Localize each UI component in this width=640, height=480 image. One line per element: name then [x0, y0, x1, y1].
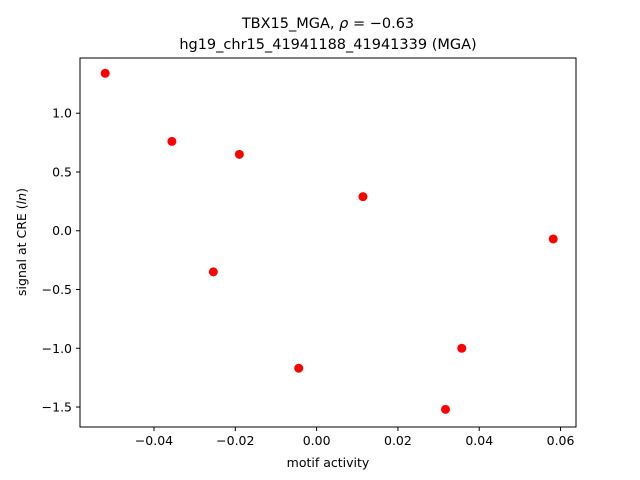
data-point [440, 404, 450, 414]
x-axis-label: motif activity [287, 455, 370, 470]
y-tick-label: −0.5 [42, 282, 72, 297]
y-label-close: ) [14, 188, 29, 193]
y-tick-label: 0.0 [52, 223, 72, 238]
data-point [548, 234, 558, 244]
y-tick-label: 1.0 [52, 106, 72, 121]
x-tick-label: −0.04 [135, 433, 173, 448]
y-axis-label: signal at CRE (ln) [14, 188, 29, 296]
y-tick-label: 0.5 [52, 164, 72, 179]
x-tick-label: 0.02 [384, 433, 412, 448]
data-point [294, 363, 304, 373]
x-tick-label: 0.04 [465, 433, 493, 448]
y-label-ln: ln [14, 193, 29, 204]
data-point [358, 192, 368, 202]
data-point [234, 149, 244, 159]
y-tick-label: −1.0 [42, 341, 72, 356]
title-prefix: TBX15_MGA, [241, 16, 339, 32]
x-tick-label: 0.06 [547, 433, 575, 448]
title-rho: ρ [339, 16, 349, 32]
y-axis-ticks: −1.5 −1.0 −0.5 0.0 0.5 1.0 [42, 106, 80, 415]
chart-title-line2: hg19_chr15_41941188_41941339 (MGA) [179, 37, 476, 53]
title-suffix: = −0.63 [348, 16, 414, 32]
data-point [208, 267, 218, 277]
y-tick-label: −1.5 [42, 400, 72, 415]
data-points [100, 68, 558, 414]
data-point [457, 343, 467, 353]
chart-title-line1: TBX15_MGA, ρ = −0.63 [241, 16, 414, 32]
data-point [167, 136, 177, 146]
y-label-text: signal at CRE ( [14, 204, 29, 296]
x-tick-label: −0.02 [216, 433, 254, 448]
data-point [100, 68, 110, 78]
x-tick-label: 0.00 [303, 433, 331, 448]
plot-frame [79, 57, 577, 428]
x-axis-ticks: −0.04 −0.02 0.00 0.02 0.04 0.06 [135, 427, 575, 448]
